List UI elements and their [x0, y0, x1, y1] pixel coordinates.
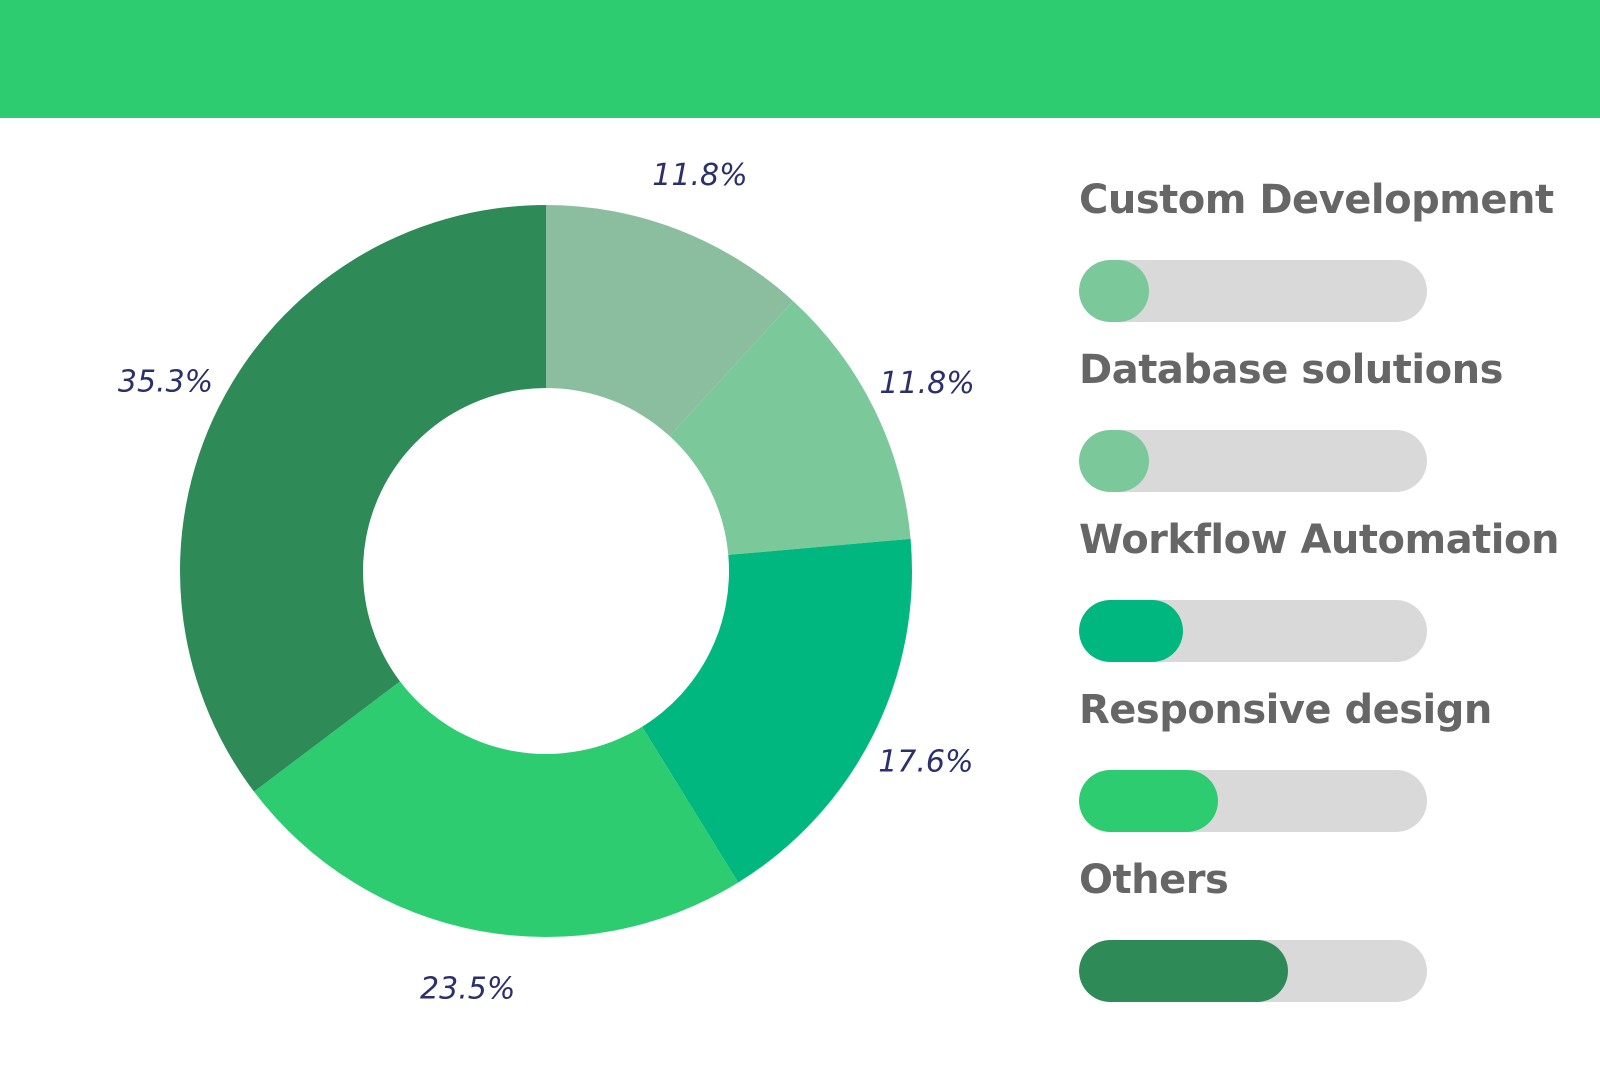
slice-percent-label: 23.5% — [420, 972, 515, 1007]
donut-slice — [179, 204, 546, 792]
donut-slice — [669, 301, 911, 555]
progress-track — [1079, 430, 1427, 492]
legend-label: Custom Development — [1079, 177, 1554, 223]
donut-slice — [546, 205, 794, 437]
legend-label: Responsive design — [1079, 687, 1492, 733]
progress-track — [1079, 770, 1427, 832]
slice-percent-label: 17.6% — [878, 745, 973, 780]
slice-percent-label: 11.8% — [879, 366, 974, 401]
slice-percent-label: 11.8% — [652, 158, 747, 193]
legend-item: Workflow Automation — [1079, 510, 1599, 662]
legend-item: Responsive design — [1079, 680, 1599, 832]
donut-slice — [254, 681, 739, 937]
progress-fill — [1079, 260, 1149, 322]
progress-track — [1079, 260, 1427, 322]
legend-label: Others — [1079, 857, 1229, 903]
legend-label: Database solutions — [1079, 347, 1503, 393]
legend-item: Database solutions — [1079, 340, 1599, 492]
slice-percent-label: 35.3% — [118, 365, 213, 400]
progress-track — [1079, 940, 1427, 1002]
legend-item: Custom Development — [1079, 170, 1599, 322]
donut-chart: 11.8% 11.8% 17.6% 23.5% 35.3% — [118, 158, 975, 1007]
legend-label: Workflow Automation — [1079, 517, 1559, 563]
header-banner — [0, 0, 1600, 118]
progress-fill — [1079, 600, 1184, 662]
progress-fill — [1079, 430, 1149, 492]
progress-fill — [1079, 770, 1219, 832]
progress-track — [1079, 600, 1427, 662]
donut-slice — [642, 538, 912, 883]
legend-item: Others — [1079, 850, 1599, 1002]
progress-fill — [1079, 940, 1288, 1002]
